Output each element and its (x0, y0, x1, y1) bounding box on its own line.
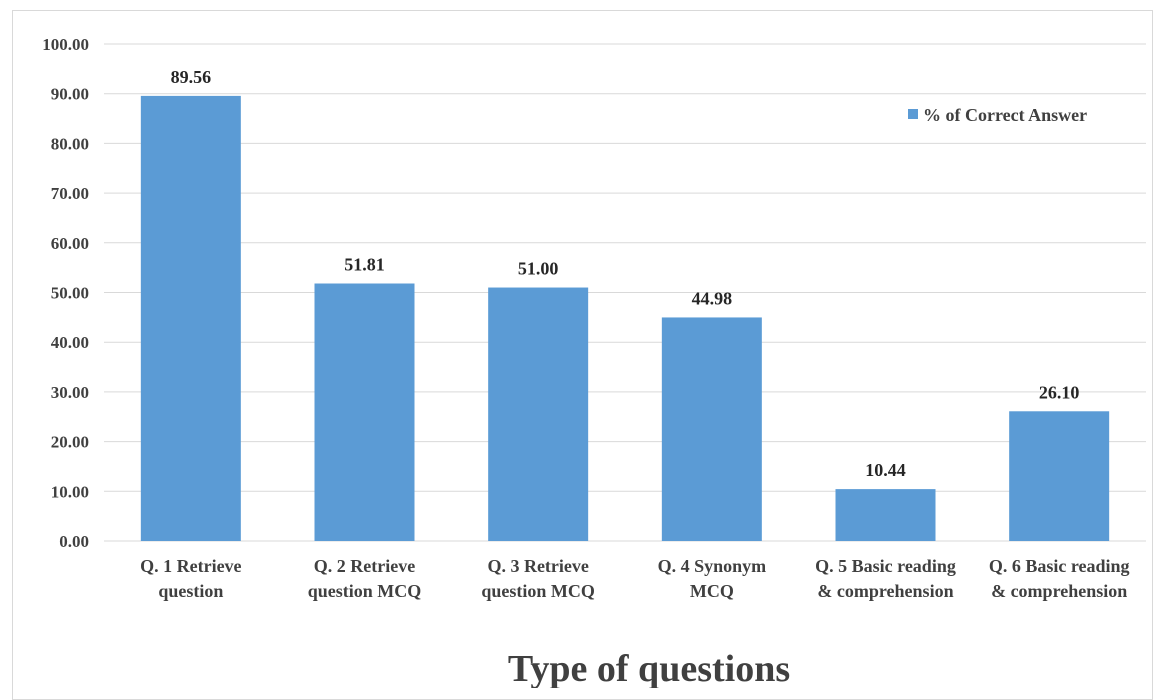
data-label: 44.98 (692, 288, 733, 308)
category-label: & comprehension (817, 581, 953, 601)
data-label: 89.56 (171, 67, 212, 87)
category-label: Q. 2 Retrieve (314, 556, 415, 576)
category-label: question (158, 581, 223, 601)
y-tick-label: 100.00 (42, 35, 89, 54)
y-tick-label: 40.00 (51, 333, 89, 352)
bar (140, 95, 241, 541)
category-label: Q. 4 Synonym (658, 556, 767, 576)
bar (488, 287, 589, 541)
data-label: 51.81 (344, 255, 385, 275)
bar (1009, 411, 1110, 541)
category-label: Q. 6 Basic reading (989, 556, 1130, 576)
category-label: question MCQ (481, 581, 595, 601)
y-tick-label: 30.00 (51, 383, 89, 402)
legend-swatch (908, 109, 918, 119)
data-label: 10.44 (865, 460, 906, 480)
x-axis-categories: Q. 1 Retrieve question Q. 2 Retrieve questi… (140, 556, 1129, 601)
data-label: 51.00 (518, 259, 559, 279)
y-tick-label: 20.00 (51, 433, 89, 452)
data-labels: 89.56 51.81 51.00 44.98 10.44 26.10 (171, 67, 1080, 480)
category-label: Q. 1 Retrieve (140, 556, 241, 576)
bar (314, 283, 415, 541)
y-tick-label: 0.00 (59, 532, 89, 551)
category-label: question MCQ (308, 581, 422, 601)
category-label: Q. 5 Basic reading (815, 556, 956, 576)
y-tick-label: 80.00 (51, 134, 89, 153)
category-label: MCQ (690, 581, 734, 601)
gridlines (104, 43, 1146, 542)
bar (835, 489, 936, 541)
y-axis-ticks: 0.00 10.00 20.00 30.00 40.00 50.00 60.00 70.00 8… (42, 35, 89, 551)
category-label: Q. 3 Retrieve (487, 556, 588, 576)
y-tick-label: 50.00 (51, 284, 89, 303)
bars (140, 95, 1110, 541)
y-tick-label: 10.00 (51, 482, 89, 501)
y-tick-label: 70.00 (51, 184, 89, 203)
x-axis-title: Type of questions (508, 648, 790, 688)
chart-frame: 0.00 10.00 20.00 30.00 40.00 50.00 60.00 70.00 8… (12, 10, 1153, 700)
y-tick-label: 90.00 (51, 85, 89, 104)
legend-label: % of Correct Answer (923, 105, 1087, 125)
y-tick-label: 60.00 (51, 234, 89, 253)
bar (661, 317, 762, 541)
legend: % of Correct Answer (908, 105, 1087, 125)
bar-chart: 0.00 10.00 20.00 30.00 40.00 50.00 60.00 70.00 8… (42, 35, 1146, 688)
category-label: & comprehension (991, 581, 1127, 601)
data-label: 26.10 (1039, 382, 1080, 402)
